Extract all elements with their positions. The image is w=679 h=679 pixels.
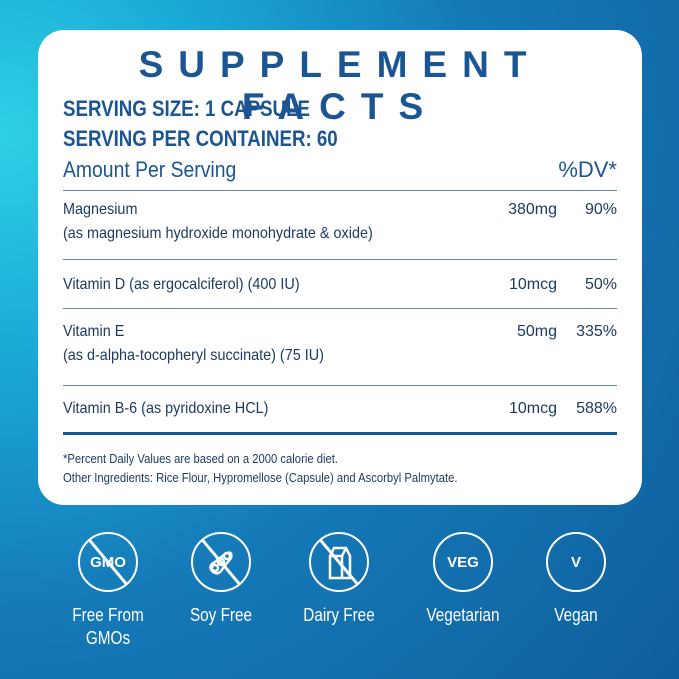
nutrient-row: Vitamin E (as d-alpha-tocopheryl succina… (63, 323, 617, 364)
badge-dairy-free: Dairy Free (279, 532, 399, 627)
panel-title: SUPPLEMENT FACTS (138, 44, 542, 127)
badge-vegan: V Vegan (516, 532, 636, 627)
badge-soy-free: Soy Free (161, 532, 281, 627)
supplement-facts-panel: SUPPLEMENT FACTS SERVING SIZE: 1 CAPSULE… (38, 30, 642, 505)
dv-header: %DV* (558, 157, 617, 182)
divider (63, 259, 617, 260)
nutrient-row: Vitamin D (as ergocalciferol) (400 IU) 1… (63, 276, 617, 293)
divider (63, 385, 617, 386)
gmo-crossed-icon: GMO (78, 532, 138, 592)
milk-carton-crossed-icon (309, 532, 369, 592)
serving-size: SERVING SIZE: 1 CAPSULE (63, 96, 310, 121)
badge-vegetarian: VEG Vegetarian (403, 532, 523, 627)
divider (63, 308, 617, 309)
veg-icon: VEG (433, 532, 493, 592)
serving-per-container: SERVING PER CONTAINER: 60 (63, 126, 338, 151)
nutrient-row: Magnesium (as magnesium hydroxide monohy… (63, 201, 617, 242)
footnote: *Percent Daily Values are based on a 200… (63, 452, 338, 466)
amount-per-serving: Amount Per Serving (63, 157, 237, 182)
divider-thick (63, 432, 617, 435)
divider (63, 190, 617, 191)
soy-crossed-icon (191, 532, 251, 592)
nutrient-row: Vitamin B-6 (as pyridoxine HCL) 10mcg 58… (63, 400, 617, 417)
vegan-v-icon: V (546, 532, 606, 592)
other-ingredients: Other Ingredients: Rice Flour, Hypromell… (63, 471, 458, 485)
